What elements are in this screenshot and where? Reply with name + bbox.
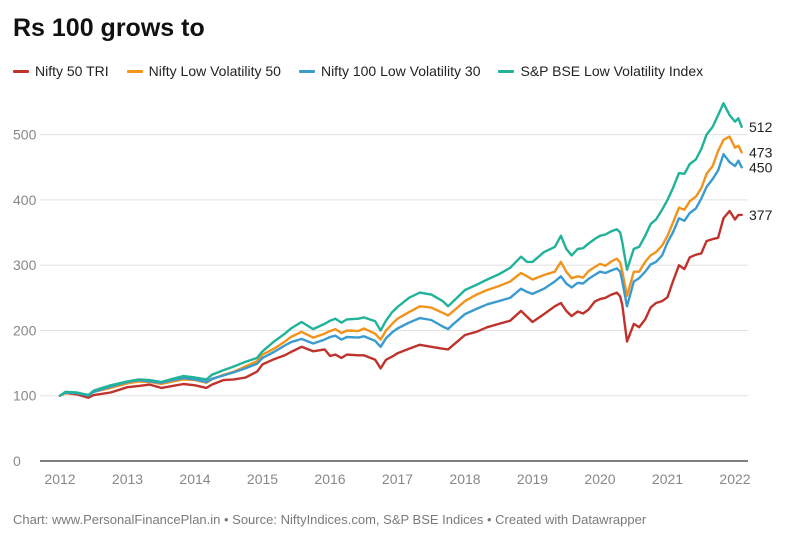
x-tick-label: 2021 [652, 471, 683, 487]
y-tick-label: 100 [13, 388, 37, 404]
end-value-label: 512 [749, 119, 773, 135]
chart-title: Rs 100 grows to [13, 14, 205, 42]
x-tick-label: 2017 [382, 471, 413, 487]
legend-swatch [298, 69, 315, 73]
legend-label: Nifty 50 TRI [35, 63, 109, 79]
legend-swatch [13, 69, 29, 73]
series-line [58, 209, 743, 399]
chart-footer: Chart: www.PersonalFinancePlan.in • Sour… [13, 512, 647, 527]
series-line [58, 153, 743, 397]
end-value-label: 473 [749, 144, 773, 160]
x-tick-label: 2012 [44, 471, 75, 487]
x-tick-label: 2018 [449, 471, 480, 487]
legend-label: Nifty 100 Low Volatility 30 [320, 63, 481, 79]
legend-item-nifty-50-tri: Nifty 50 TRI [13, 63, 109, 79]
end-value-label: 377 [749, 207, 773, 223]
y-tick-label: 300 [13, 257, 37, 273]
x-tick-label: 2016 [314, 471, 345, 487]
legend-item-nifty-low-volatility-50: Nifty Low Volatility 50 [126, 63, 281, 79]
x-tick-label: 2020 [584, 471, 615, 487]
legend: Nifty 50 TRI Nifty Low Volatility 50 Nif… [13, 63, 703, 79]
y-tick-label: 200 [13, 322, 37, 338]
y-tick-label: 400 [13, 192, 37, 208]
x-tick-label: 2022 [719, 471, 750, 487]
end-value-label: 450 [749, 159, 773, 175]
legend-swatch [126, 69, 143, 73]
x-tick-label: 2019 [517, 471, 548, 487]
y-tick-label: 500 [13, 127, 37, 143]
series-line [58, 135, 743, 397]
legend-item-sp-bse-low-volatility: S&P BSE Low Volatility Index [498, 63, 703, 79]
x-tick-label: 2013 [112, 471, 143, 487]
x-tick-label: 2015 [247, 471, 278, 487]
legend-swatch [498, 69, 515, 73]
legend-label: S&P BSE Low Volatility Index [520, 63, 704, 79]
y-tick-label: 0 [13, 453, 21, 469]
x-tick-label: 2014 [179, 471, 210, 487]
series-line [58, 102, 743, 397]
legend-label: Nifty Low Volatility 50 [148, 63, 281, 79]
legend-item-nifty-100-low-volatility-30: Nifty 100 Low Volatility 30 [298, 63, 481, 79]
